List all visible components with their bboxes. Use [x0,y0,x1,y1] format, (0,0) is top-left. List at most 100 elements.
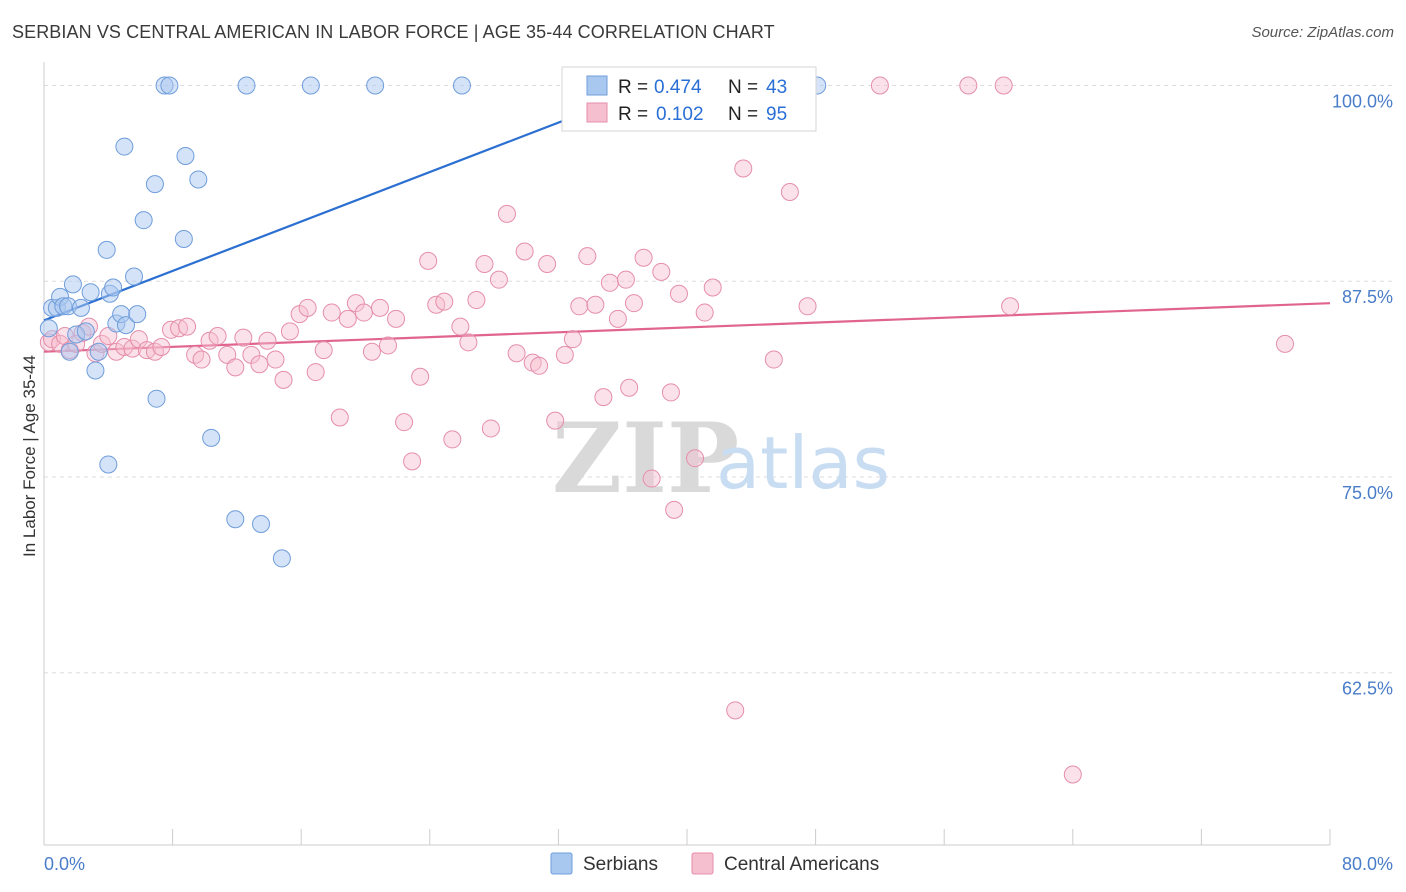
central-american-point [624,294,643,313]
serbian-point [301,76,320,95]
central-american-point [411,367,430,386]
central-american-point [726,701,745,720]
central-american-point [870,76,889,95]
central-american-point [298,298,317,317]
serbian-point [176,146,195,165]
central-american-point [274,370,293,389]
serbian-point [60,342,79,361]
central-american-point [226,358,245,377]
central-american-point [530,356,549,375]
central-american-point [1063,765,1082,784]
central-american-point [507,344,526,363]
central-american-point [123,339,142,358]
serbian-point [63,275,82,294]
central-american-point [538,255,557,274]
central-american-point [780,182,799,201]
central-american-point [481,419,500,438]
legend-serbians-swatch [586,75,608,96]
serbian-point [160,76,179,95]
central-american-point [563,330,582,349]
serbian-point [76,322,95,341]
central-american-point [314,341,333,360]
serbian-point [252,514,271,533]
central-american-point [370,298,389,317]
central-american-point [178,317,197,336]
central-american-point [652,262,671,281]
serbian-point [145,175,164,194]
legend-central-r-value: 0.102 [656,104,704,125]
central-american-point [703,278,722,297]
bottom-legend-central-label: Central Americans [724,854,879,875]
central-american-point [330,408,349,427]
central-american-point [387,309,406,328]
serbian-point [99,455,118,474]
central-american-point [403,452,422,471]
y-tick-label: 100.0% [1332,91,1393,111]
x-tick-label: 0.0% [44,854,85,874]
serbian-point [89,342,108,361]
central-american-point [280,322,299,341]
central-american-point [395,413,414,432]
central-american-point [475,255,494,274]
chart-title: SERBIAN VS CENTRAL AMERICAN IN LABOR FOR… [12,22,775,42]
serbians-trend-line [43,87,648,322]
serbian-point [115,137,134,156]
serbian-point [189,170,208,189]
trend-lines [43,87,1331,353]
legend-central-r-label: R = [618,104,648,125]
central-american-point [620,378,639,397]
legend-central-swatch [586,102,608,123]
serbian-point [452,76,471,95]
central-american-point [994,76,1013,95]
central-american-point [266,350,285,369]
central-american-point [959,76,978,95]
central-american-point [306,363,325,382]
legend-central-n-label: N = [728,104,758,125]
y-tick-label: 87.5% [1342,287,1393,307]
central-american-point [798,297,817,316]
serbian-point [147,389,166,408]
serbian-point [116,316,135,335]
bottom-legend-serbians-label: Serbians [583,854,658,875]
central-american-point [362,342,381,361]
legend-serbians-r-value: 0.474 [654,77,702,98]
central-american-point [419,251,438,270]
central-american-point [634,248,653,267]
central-american-point [695,303,714,322]
legend-serbians-n-value: 43 [766,77,787,98]
central-american-point [515,242,534,261]
serbian-point [226,510,245,529]
central-american-point [322,303,341,322]
legend-serbians-r-label: R = [618,77,648,98]
central-american-point [379,336,398,355]
correlation-legend: R = 0.474 N = 43 R = 0.102 N = 95 [561,66,817,132]
serbian-point [86,361,105,380]
watermark-zip: ZIP [552,402,739,515]
central-americans-trend-line [43,302,1331,353]
central-american-point [435,292,454,311]
y-axis-label: In Labor Force | Age 35-44 [20,355,39,557]
y-tick-label: 75.0% [1342,483,1393,503]
serbian-point [39,319,58,338]
central-americans-points [39,76,1294,784]
serbian-point [104,278,123,297]
central-american-point [443,430,462,449]
central-american-point [208,327,227,346]
bottom-legend-central-swatch [691,852,714,875]
central-american-point [145,342,164,361]
source-label: Source: ZipAtlas.com [1251,24,1394,41]
watermark: ZIP atlas [552,402,890,515]
gridlines [44,84,1392,674]
central-american-point [686,449,705,468]
central-american-point [1275,334,1294,353]
series-legend: Serbians Central Americans [550,852,879,875]
central-american-point [665,500,684,519]
serbian-point [71,298,90,317]
serbian-point [366,76,385,95]
axes [43,62,1331,846]
central-american-point [152,338,171,357]
serbian-point [128,305,147,324]
central-american-point [616,270,635,289]
y-tick-label: 62.5% [1342,679,1393,699]
